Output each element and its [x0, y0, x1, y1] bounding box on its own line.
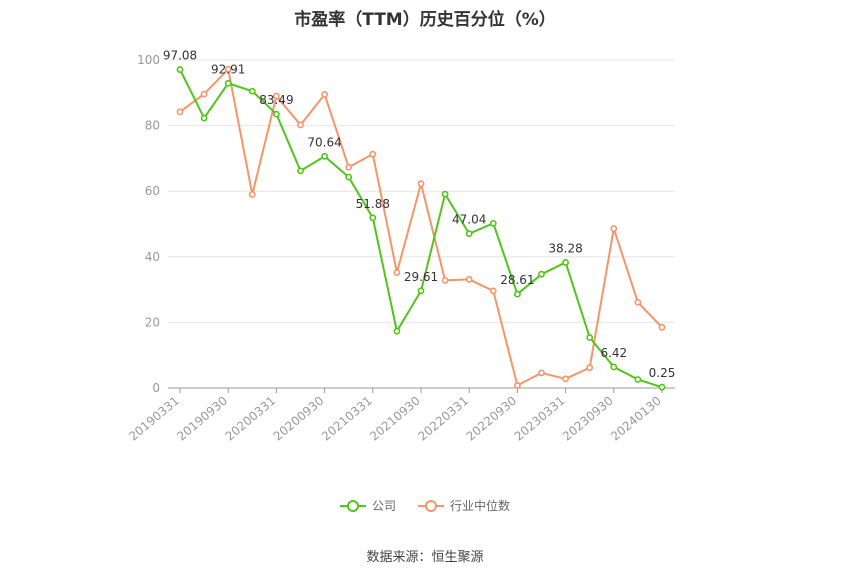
data-point — [224, 79, 232, 87]
data-point — [345, 173, 353, 181]
x-tick-label: 20190930 — [174, 394, 230, 444]
data-point — [248, 87, 256, 95]
x-tick-label: 20190331 — [126, 394, 182, 444]
data-point — [248, 191, 256, 198]
data-source: 数据来源：恒生聚源 — [366, 550, 484, 565]
data-point — [200, 114, 208, 122]
x-tick-label: 20240130 — [608, 394, 664, 444]
data-point — [610, 225, 618, 232]
data-label: 97.08 — [163, 49, 197, 63]
data-point — [562, 259, 569, 266]
data-point — [441, 190, 449, 198]
x-tick-label: 20200930 — [271, 394, 327, 444]
chart-title: 市盈率（TTM）历史百分位（%） — [294, 10, 556, 30]
legend-label: 公司 — [371, 499, 396, 513]
data-label: 51.88 — [356, 197, 390, 211]
data-point — [586, 334, 594, 341]
data-point — [489, 219, 497, 227]
data-point — [634, 376, 642, 383]
data-point — [634, 298, 642, 306]
data-point — [538, 270, 545, 278]
data-point — [176, 66, 184, 73]
x-tick-label: 20230930 — [560, 394, 616, 444]
data-point — [393, 327, 401, 335]
y-tick-label: 40 — [145, 250, 160, 264]
data-point — [514, 381, 521, 389]
data-point — [417, 180, 425, 188]
data-label: 29.61 — [404, 270, 438, 284]
data-point — [297, 167, 304, 175]
data-point — [297, 121, 304, 129]
data-point — [586, 364, 594, 372]
data-point — [369, 214, 377, 222]
data-label: 70.64 — [307, 135, 341, 149]
data-point — [562, 375, 569, 383]
data-point — [417, 287, 425, 295]
y-tick-label: 80 — [145, 119, 160, 133]
data-point — [538, 369, 545, 377]
data-point — [658, 323, 666, 331]
x-tick-label: 20210930 — [367, 394, 423, 444]
data-point — [489, 287, 497, 295]
legend-swatch — [339, 499, 366, 513]
data-point — [658, 383, 666, 391]
data-point — [369, 150, 377, 158]
data-label: 38.28 — [548, 241, 582, 255]
data-label: 92.91 — [211, 62, 245, 76]
data-point — [465, 230, 473, 238]
x-tick-label: 20210331 — [319, 394, 375, 444]
data-point — [272, 110, 280, 118]
data-label: 0.25 — [649, 366, 676, 380]
legend-item-0[interactable]: 公司 — [339, 497, 396, 514]
data-label: 28.61 — [500, 273, 534, 287]
x-tick-label: 20230331 — [512, 394, 568, 444]
legend-label: 行业中位数 — [450, 499, 511, 513]
data-point — [345, 163, 353, 171]
data-point — [200, 90, 208, 98]
data-point — [321, 91, 328, 98]
y-tick-label: 60 — [145, 184, 160, 198]
data-point — [610, 363, 618, 371]
data-label: 6.42 — [600, 346, 627, 360]
data-point — [224, 65, 232, 73]
data-point — [514, 290, 521, 298]
y-tick-label: 20 — [145, 315, 160, 329]
data-label: 83.49 — [259, 93, 293, 107]
y-tick-label: 100 — [137, 53, 160, 67]
data-point — [393, 269, 401, 276]
data-point — [176, 108, 184, 116]
x-tick-label: 20220331 — [415, 394, 471, 444]
legend-swatch — [418, 499, 444, 513]
data-point — [465, 276, 473, 283]
x-tick-label: 20220930 — [464, 394, 520, 444]
y-tick-label: 0 — [152, 381, 160, 395]
data-point — [272, 92, 280, 100]
data-point — [321, 152, 328, 160]
x-tick-label: 20200331 — [223, 394, 279, 444]
legend-item-1[interactable]: 行业中位数 — [418, 497, 510, 514]
data-label: 47.04 — [452, 213, 486, 227]
data-point — [441, 277, 449, 284]
legend: 公司 行业中位数 — [0, 497, 850, 514]
